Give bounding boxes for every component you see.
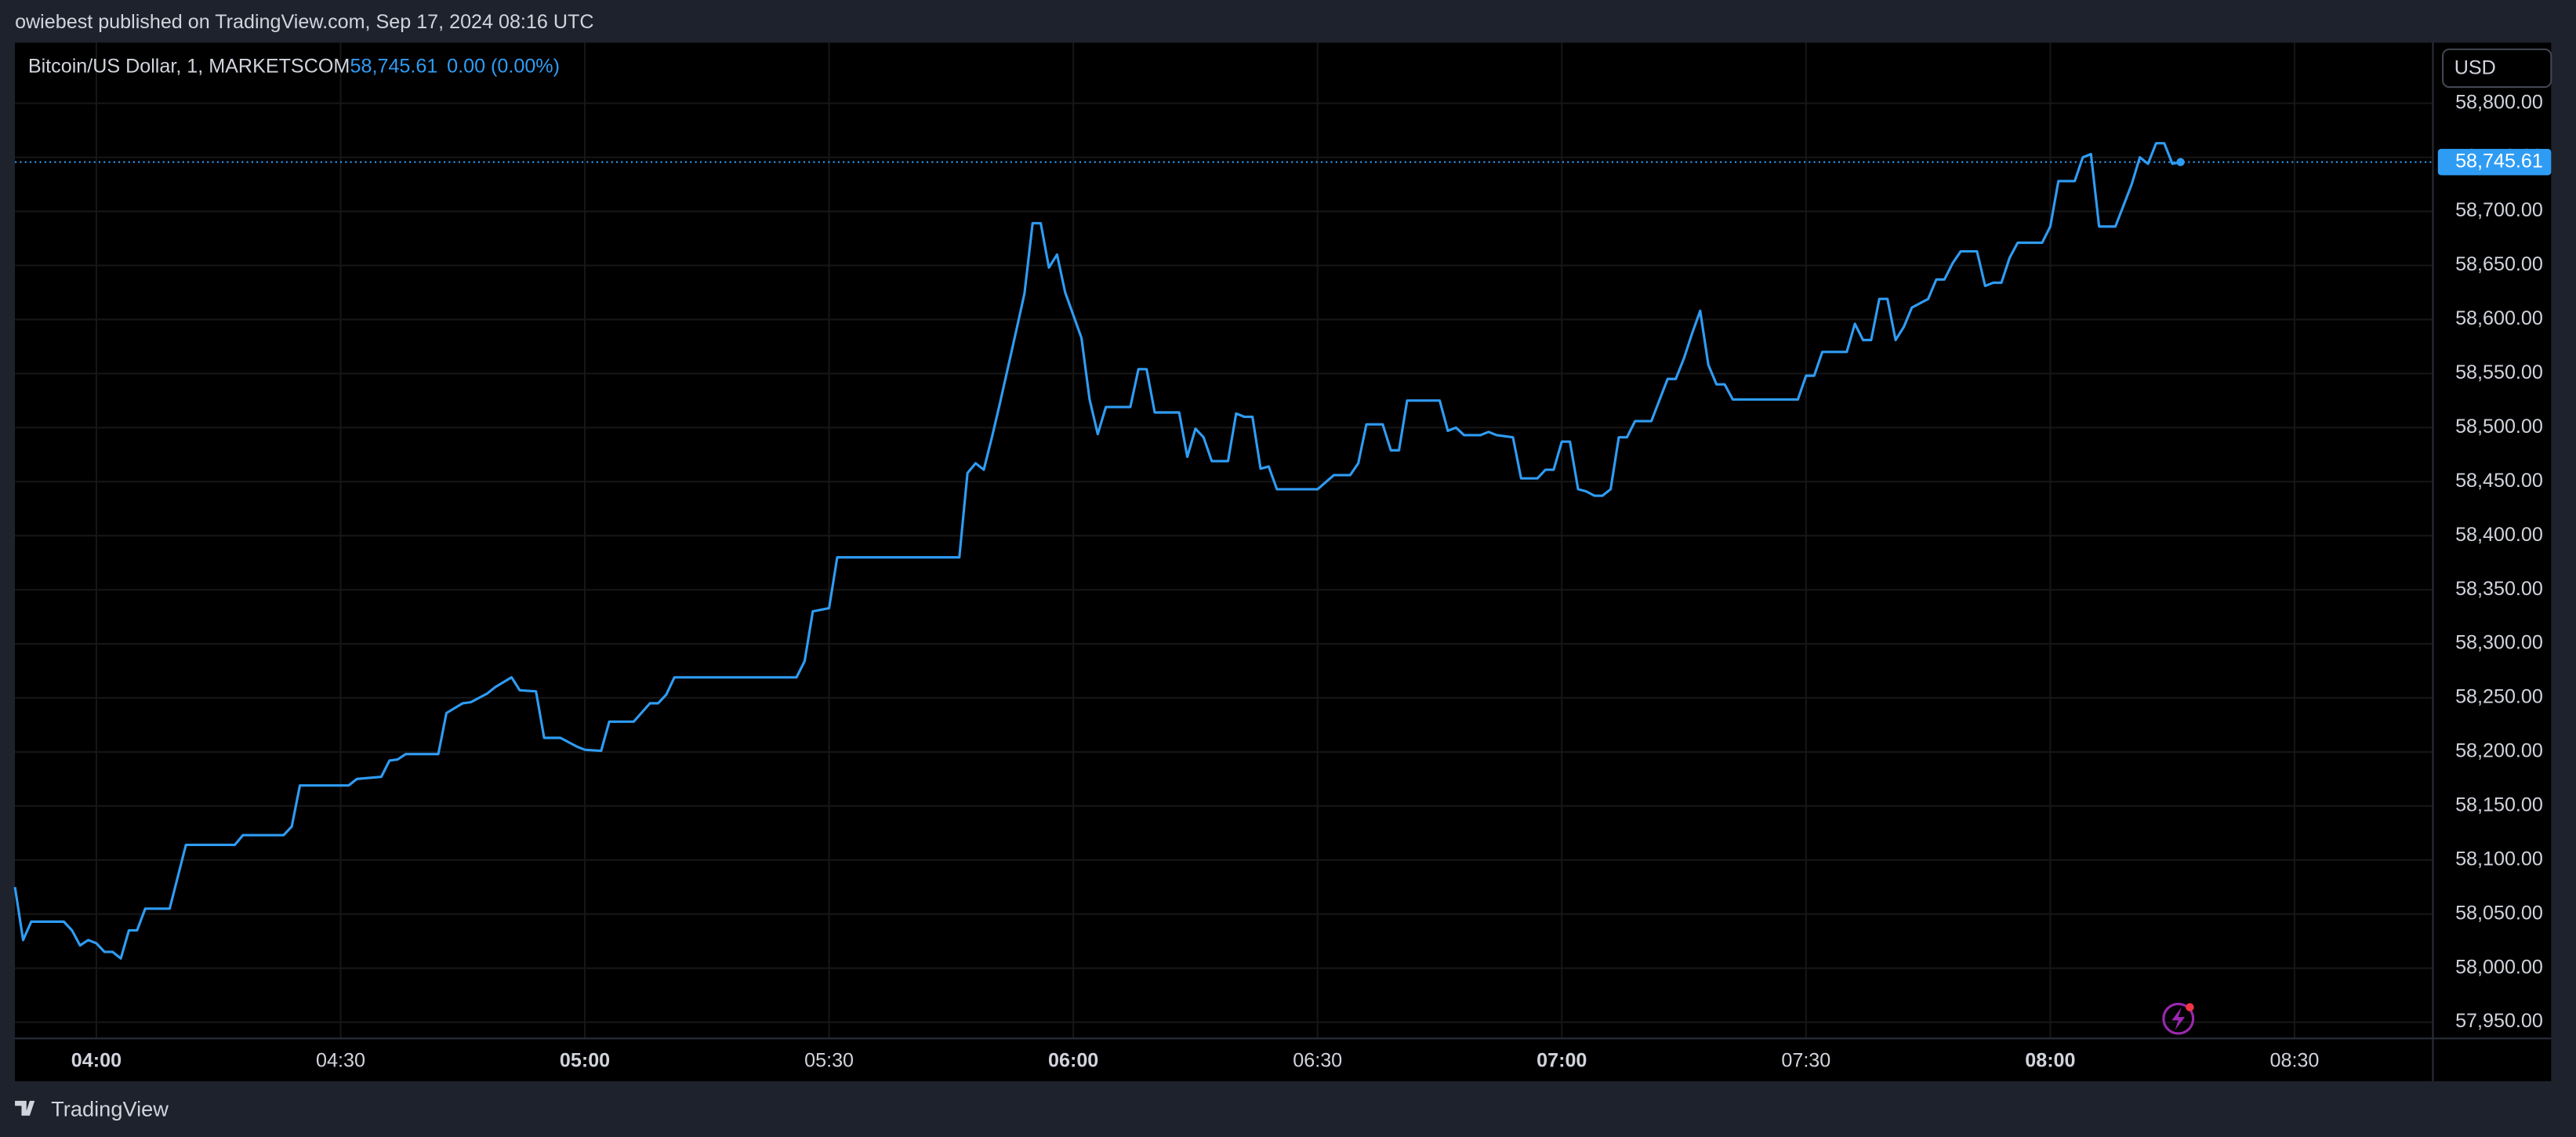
y-tick-label: 58,250.00 bbox=[2455, 686, 2543, 708]
currency[interactable]: USD bbox=[2454, 57, 2496, 79]
legend-price: 58,745.61 bbox=[350, 56, 438, 78]
y-tick-label: 58,500.00 bbox=[2455, 416, 2543, 438]
x-tick-label: 06:00 bbox=[1048, 1049, 1098, 1071]
y-tick-label: 58,000.00 bbox=[2455, 956, 2543, 978]
x-tick-label: 07:00 bbox=[1537, 1049, 1587, 1071]
y-tick-label: 58,800.00 bbox=[2455, 91, 2543, 113]
price-line bbox=[13, 142, 2181, 960]
logo-text[interactable]: TradingView bbox=[51, 1097, 169, 1121]
x-tick-label: 05:30 bbox=[804, 1049, 854, 1071]
y-tick-label: 58,300.00 bbox=[2455, 632, 2543, 654]
currency-button[interactable] bbox=[2442, 48, 2552, 89]
logo-mark[interactable] bbox=[15, 1100, 35, 1116]
publish-note: owiebest published on TradingView.com, S… bbox=[15, 11, 593, 33]
y-tick-label: 58,400.00 bbox=[2455, 524, 2543, 546]
y-tick-label: 58,450.00 bbox=[2455, 470, 2543, 492]
y-tick-label: 58,600.00 bbox=[2455, 307, 2543, 329]
y-tick-label: 58,350.00 bbox=[2455, 578, 2543, 600]
icon-bolt[interactable] bbox=[2171, 1007, 2186, 1030]
x-tick-label: 04:00 bbox=[71, 1049, 122, 1071]
y-tick-label: 58,150.00 bbox=[2455, 794, 2543, 816]
grid bbox=[15, 42, 2433, 1039]
y-tick-label: 58,700.00 bbox=[2455, 199, 2543, 221]
x-tick-label: 08:00 bbox=[2025, 1049, 2075, 1071]
x-tick-label: 04:30 bbox=[316, 1049, 365, 1071]
x-tick-label: 07:30 bbox=[1781, 1049, 1830, 1071]
last-point bbox=[2176, 158, 2185, 166]
last-price-tag bbox=[2437, 148, 2552, 176]
legend-change: 0.00 (0.00%) bbox=[447, 56, 560, 78]
y-tick-label: 58,050.00 bbox=[2455, 902, 2543, 924]
x-tick-label: 08:30 bbox=[2269, 1049, 2319, 1071]
y-tick-label: 57,950.00 bbox=[2455, 1010, 2543, 1032]
y-tick-label: 58,650.00 bbox=[2455, 253, 2543, 275]
x-tick-label: 06:30 bbox=[1293, 1049, 1342, 1071]
y-tick-label: 58,100.00 bbox=[2455, 848, 2543, 870]
y-tick-label: 58,200.00 bbox=[2455, 740, 2543, 762]
x-tick-label: 05:00 bbox=[560, 1049, 610, 1071]
y-tick-label: 58,550.00 bbox=[2455, 361, 2543, 383]
symbol: Bitcoin/US Dollar, 1, MARKETSCOM bbox=[28, 56, 350, 78]
lightning-icon[interactable] bbox=[2162, 1002, 2195, 1035]
icon-dot[interactable] bbox=[2186, 1003, 2194, 1012]
chart-pane bbox=[15, 42, 2552, 1081]
last-price-label: 58,745.61 bbox=[2455, 150, 2543, 172]
icon-ring[interactable] bbox=[2162, 1002, 2195, 1035]
